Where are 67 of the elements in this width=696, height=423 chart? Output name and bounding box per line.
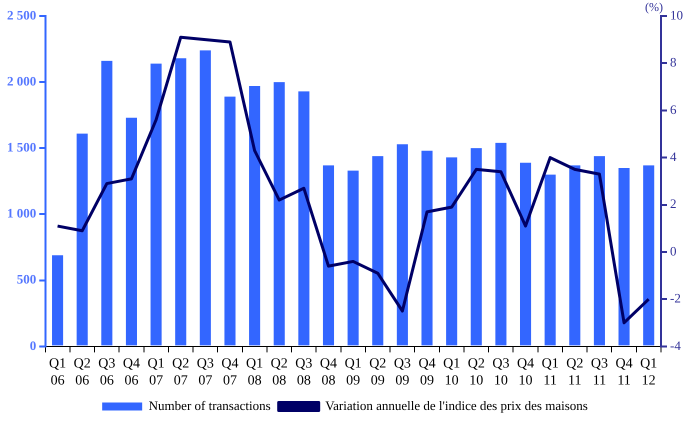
x-tick-label: Q4 09 <box>418 356 436 388</box>
bar <box>76 134 88 346</box>
bar <box>348 170 359 346</box>
bar <box>52 255 64 346</box>
y-tick-label: 1 500 <box>7 140 36 155</box>
bar <box>101 60 112 346</box>
y-tick-label: 500 <box>16 272 36 287</box>
x-tick-label: Q4 08 <box>320 356 338 388</box>
bar <box>175 58 186 346</box>
y-tick-label: 1 000 <box>7 206 36 221</box>
legend-label: Number of transactions <box>148 398 271 413</box>
x-tick-label: Q1 06 <box>49 356 66 388</box>
bar <box>643 165 654 346</box>
bar <box>322 165 334 346</box>
bar <box>372 156 384 346</box>
bar <box>569 165 580 346</box>
x-tick-label: Q2 11 <box>566 356 584 388</box>
y2-tick-label: 8 <box>670 54 676 70</box>
bar <box>495 142 506 346</box>
y2-tick-label: 6 <box>670 102 677 117</box>
x-tick-label: Q3 09 <box>394 356 411 388</box>
y2-tick-label: 10 <box>670 7 683 22</box>
bar <box>200 50 211 346</box>
x-tick-label: Q3 11 <box>590 356 608 388</box>
bar <box>274 82 285 346</box>
y2-tick-label: 2 <box>670 196 676 212</box>
x-tick-label: Q1 10 <box>443 356 460 388</box>
x-tick-label: Q4 07 <box>221 356 239 388</box>
x-tick-label: Q1 12 <box>640 356 658 388</box>
y-tick-label: 2 000 <box>7 73 36 88</box>
bar <box>249 86 260 346</box>
bar <box>421 150 433 346</box>
bar <box>594 156 605 346</box>
bar <box>618 168 630 346</box>
x-tick-label: Q2 10 <box>468 356 485 388</box>
x-tick-label: Q3 07 <box>196 356 214 388</box>
bar <box>298 91 310 346</box>
y-tick-label: 0 <box>30 338 36 353</box>
x-tick-label: Q3 10 <box>492 356 510 388</box>
bar <box>224 96 236 346</box>
x-tick-label: Q3 06 <box>98 356 116 388</box>
bar <box>470 148 482 346</box>
x-tick-label: Q3 08 <box>295 356 312 388</box>
x-tick-label: Q2 08 <box>270 356 288 388</box>
legend-label: Variation annuelle de l'indice des prix des maisons <box>325 398 588 413</box>
x-tick-label: Q2 09 <box>369 356 386 388</box>
x-tick-label: Q1 07 <box>148 356 165 388</box>
x-tick-label: Q1 08 <box>246 356 264 388</box>
x-tick-label: Q4 06 <box>122 356 140 388</box>
x-tick-label: Q4 11 <box>615 356 633 388</box>
y2-tick-label: 4 <box>670 149 677 164</box>
bar <box>126 118 137 346</box>
x-tick-label: Q1 11 <box>542 356 559 388</box>
x-tick-label: Q1 09 <box>344 356 362 388</box>
y2-axis-title: (%) <box>645 0 663 14</box>
bar <box>446 157 458 346</box>
y-tick-label: 2 500 <box>7 7 36 22</box>
x-tick-label: Q4 10 <box>516 356 534 388</box>
y2-tick-label: -4 <box>670 338 682 353</box>
bar <box>520 162 532 346</box>
bar <box>396 144 408 346</box>
y2-tick-label: 0 <box>670 243 676 258</box>
bar <box>150 64 162 346</box>
bar <box>544 174 556 346</box>
x-tick-label: Q2 07 <box>172 356 190 388</box>
y2-tick-label: -2 <box>670 290 681 306</box>
x-tick-label: Q2 06 <box>74 356 91 388</box>
